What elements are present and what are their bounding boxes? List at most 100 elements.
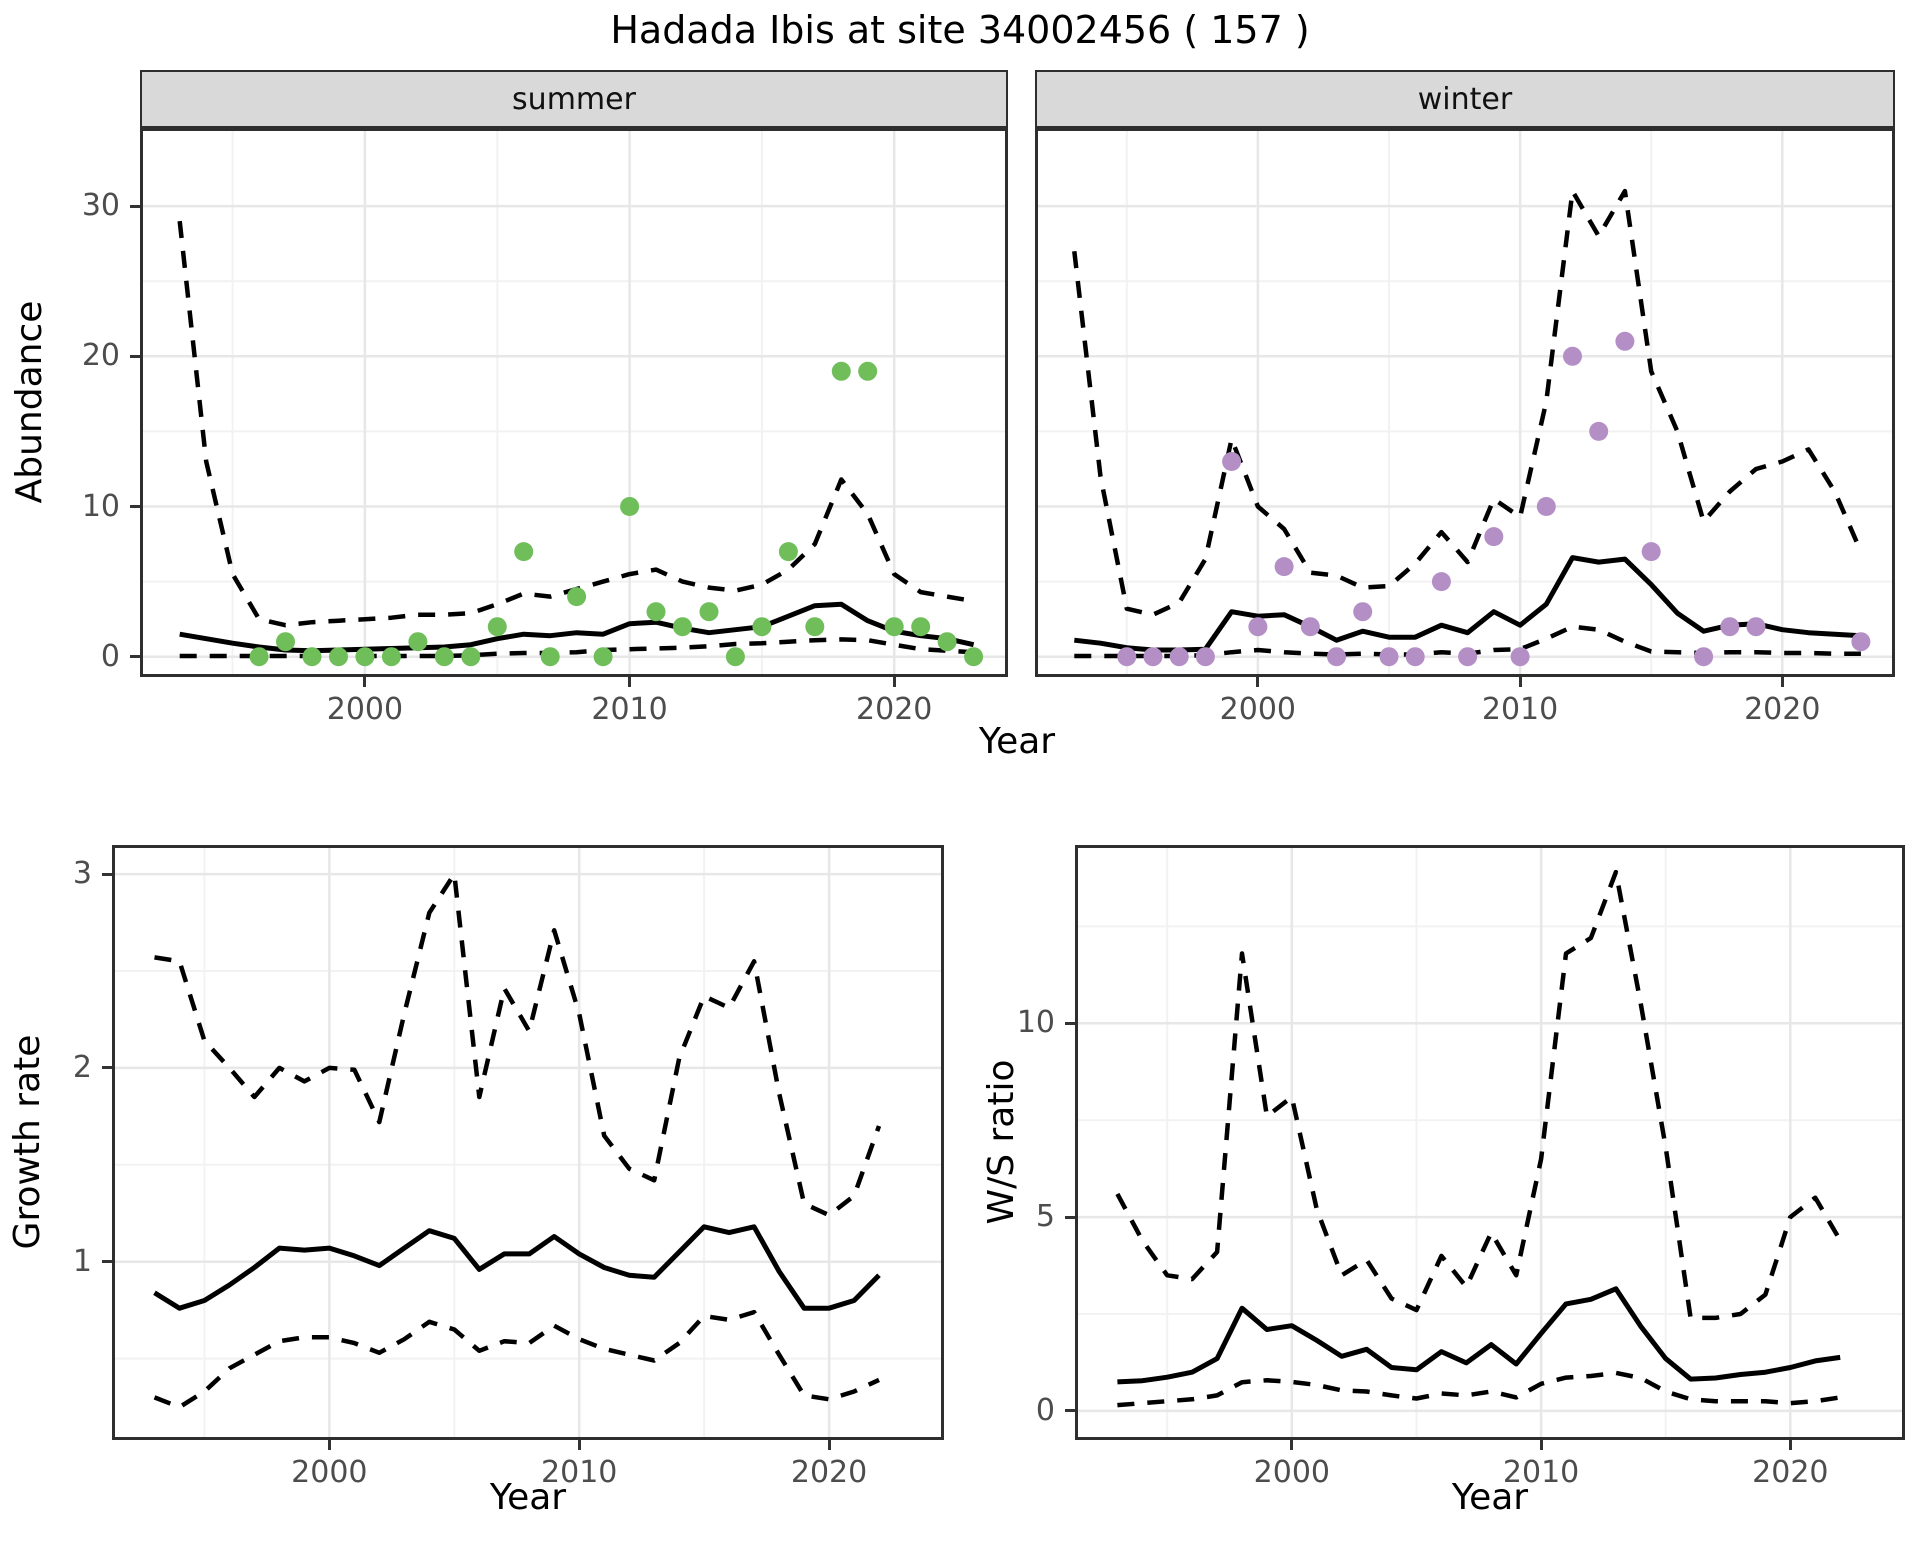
y-tick-label: 3 xyxy=(72,856,92,892)
data-point xyxy=(964,647,984,667)
data-point xyxy=(1195,647,1215,667)
y-tick-mark xyxy=(102,1260,112,1264)
data-point xyxy=(725,647,745,667)
upper-ci-line xyxy=(1115,869,1843,1321)
x-tick-label: 2020 xyxy=(1744,692,1821,727)
fit-line xyxy=(153,1224,881,1311)
y-tick-mark xyxy=(1065,1021,1075,1025)
data-point xyxy=(778,542,798,562)
ws-year-axis-label: Year xyxy=(1451,1477,1529,1518)
panel-border xyxy=(1035,128,1895,677)
x-tick-label: 2000 xyxy=(326,692,404,727)
data-point xyxy=(1405,647,1425,667)
growth-rate-panel xyxy=(112,845,944,1440)
abundance-axis-label: Abundance xyxy=(9,300,50,504)
data-point xyxy=(831,361,851,381)
data-point xyxy=(620,497,640,516)
data-point xyxy=(540,647,560,667)
data-point xyxy=(302,647,322,667)
data-point xyxy=(1379,647,1399,667)
summer-abundance-panel xyxy=(140,128,1008,677)
y-tick-label: 10 xyxy=(1016,1005,1055,1041)
data-point xyxy=(408,632,428,652)
y-tick-mark xyxy=(130,655,140,659)
x-tick-mark xyxy=(363,677,367,687)
lower-ci-line xyxy=(179,637,974,659)
data-point xyxy=(1222,452,1242,471)
data-point xyxy=(911,617,931,637)
top-year-axis-label: Year xyxy=(978,721,1056,762)
data-point xyxy=(329,647,348,667)
y-tick-label: 1 xyxy=(72,1243,92,1279)
x-tick-label: 2000 xyxy=(1219,692,1297,727)
ws-ratio-panel xyxy=(1075,845,1905,1440)
x-tick-mark xyxy=(1788,1440,1792,1450)
y-tick-label: 5 xyxy=(1035,1199,1055,1235)
data-point xyxy=(249,647,269,667)
y-tick-label: 20 xyxy=(81,338,120,374)
x-tick-mark xyxy=(628,677,632,687)
data-point xyxy=(1510,647,1530,667)
data-point xyxy=(1615,331,1635,351)
x-tick-mark xyxy=(1518,677,1522,687)
data-point xyxy=(461,647,481,667)
data-point xyxy=(1536,497,1556,516)
panel-border xyxy=(112,845,944,1440)
winter-abundance-panel xyxy=(1035,128,1895,677)
x-tick-label: 2010 xyxy=(1481,692,1559,727)
data-point xyxy=(1484,527,1504,547)
data-point xyxy=(1851,632,1871,652)
y-tick-mark xyxy=(102,872,112,876)
x-tick-label: 2000 xyxy=(291,1455,368,1490)
x-tick-label: 2020 xyxy=(856,692,933,727)
lower-ci-line xyxy=(1117,1370,1841,1408)
data-point xyxy=(884,617,904,637)
x-tick-label: 2010 xyxy=(541,1455,618,1490)
x-tick-mark xyxy=(827,1440,831,1450)
data-point xyxy=(1169,647,1189,667)
data-point xyxy=(1274,557,1294,577)
x-tick-label: 2000 xyxy=(1253,1455,1331,1490)
data-point xyxy=(593,647,613,667)
data-point xyxy=(434,647,454,667)
data-point xyxy=(487,617,507,637)
y-tick-label: 2 xyxy=(72,1049,92,1085)
x-tick-label: 2020 xyxy=(790,1455,868,1490)
data-point xyxy=(673,617,692,637)
data-point xyxy=(1248,617,1268,637)
facet-strip-summer: summer xyxy=(140,70,1008,128)
upper-ci-line xyxy=(1072,188,1863,617)
data-point xyxy=(1353,602,1373,622)
x-tick-mark xyxy=(1290,1440,1294,1450)
data-point xyxy=(1143,647,1163,667)
x-tick-mark xyxy=(577,1440,581,1450)
x-tick-mark xyxy=(1539,1440,1543,1450)
y-tick-label: 0 xyxy=(100,638,120,674)
data-point xyxy=(937,632,957,652)
x-tick-mark xyxy=(327,1440,331,1450)
y-tick-mark xyxy=(130,505,140,509)
x-tick-label: 2010 xyxy=(591,692,668,727)
facet-strip-winter: winter xyxy=(1035,70,1895,128)
chart-title: Hadada Ibis at site 34002456 ( 157 ) xyxy=(610,8,1310,52)
data-point xyxy=(858,361,878,381)
data-point xyxy=(1720,617,1740,637)
data-point xyxy=(1117,647,1137,667)
y-tick-label: 10 xyxy=(81,488,120,524)
data-point xyxy=(1641,542,1661,562)
data-point xyxy=(1563,346,1582,366)
data-point xyxy=(1327,647,1346,667)
x-tick-label: 2020 xyxy=(1752,1455,1829,1490)
fit-line xyxy=(179,601,975,654)
data-point xyxy=(1458,647,1478,667)
data-point xyxy=(381,647,401,667)
data-point xyxy=(276,632,295,652)
data-point xyxy=(1300,617,1320,637)
upper-ci-line xyxy=(154,871,882,1218)
data-point xyxy=(1431,572,1451,592)
y-tick-label: 0 xyxy=(1035,1392,1055,1428)
panel-border xyxy=(140,128,1008,677)
panel-border xyxy=(1075,845,1905,1440)
y-tick-label: 30 xyxy=(81,188,120,224)
